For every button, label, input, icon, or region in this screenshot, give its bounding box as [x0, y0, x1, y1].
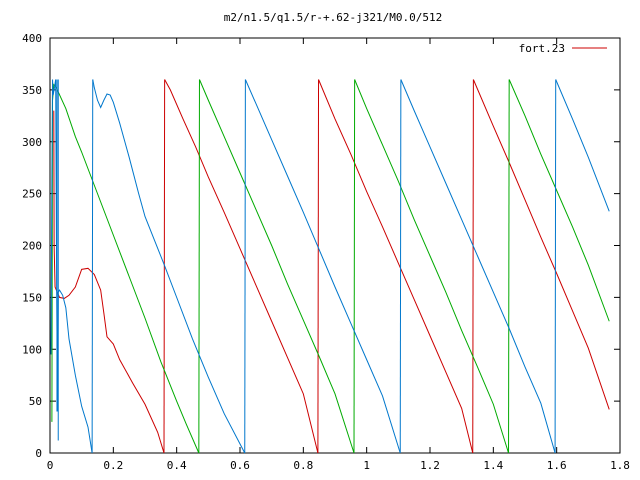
series-3-wrap-line — [399, 79, 402, 454]
y-tick-labels: 0 50 100 150 200 250 300 350 400 — [22, 32, 42, 460]
series-2 — [51, 79, 610, 454]
x-tick-label: 0.8 — [293, 459, 313, 472]
series-1-segment — [53, 110, 165, 454]
y-tick-label: 50 — [29, 395, 42, 408]
plot-frame — [49, 37, 621, 454]
series-3-wrap-line — [244, 79, 246, 454]
y-tick-label: 350 — [22, 84, 42, 97]
series-3-segment — [244, 79, 401, 454]
series-1-wrap-line — [317, 79, 320, 454]
axis-ticks — [49, 37, 621, 454]
series-2-segment — [51, 83, 200, 454]
series-1-wrap-line — [472, 79, 474, 454]
series-2-wrap-line — [508, 79, 510, 454]
y-tick-label: 100 — [22, 343, 42, 356]
series-2-segment — [354, 79, 510, 454]
x-tick-label: 1 — [363, 459, 370, 472]
series-2-segment — [199, 79, 355, 454]
x-tick-label: 0.6 — [230, 459, 250, 472]
legend-label: fort.23 — [519, 42, 565, 55]
series-3-segment — [400, 79, 556, 454]
series-3 — [50, 79, 610, 454]
series-1 — [53, 79, 610, 454]
x-tick-labels: 0 0.2 0.4 0.6 0.8 1 1.2 1.4 1.6 1.8 — [47, 459, 630, 472]
series-2-segment — [508, 79, 610, 322]
series-2-wrap-line — [198, 79, 200, 454]
x-tick-label: 0 — [47, 459, 54, 472]
y-tick-label: 250 — [22, 188, 42, 201]
x-tick-label: 1.6 — [547, 459, 567, 472]
y-tick-label: 150 — [22, 291, 42, 304]
series-3-segment — [555, 79, 610, 212]
x-tick-label: 0.4 — [167, 459, 187, 472]
x-tick-label: 1.8 — [610, 459, 630, 472]
x-tick-label: 1.4 — [483, 459, 503, 472]
series-2-wrap-line — [353, 79, 356, 454]
series-1-segment — [318, 79, 474, 454]
series-3-wrap-line — [554, 79, 557, 454]
y-tick-label: 0 — [35, 447, 42, 460]
series-1-segment — [472, 79, 610, 410]
chart-title: m2/n1.5/q1.5/r-+.62-j321/M0.0/512 — [224, 11, 443, 24]
legend: fort.23 — [519, 42, 607, 55]
series-3-wrap-line — [91, 79, 94, 454]
y-tick-label: 400 — [22, 32, 42, 45]
series-1-segment — [164, 79, 319, 454]
series-layer — [50, 79, 610, 454]
series-3-segment — [92, 79, 246, 454]
x-tick-label: 0.2 — [103, 459, 123, 472]
y-tick-label: 300 — [22, 136, 42, 149]
x-tick-label: 1.2 — [420, 459, 440, 472]
y-tick-label: 200 — [22, 240, 42, 253]
